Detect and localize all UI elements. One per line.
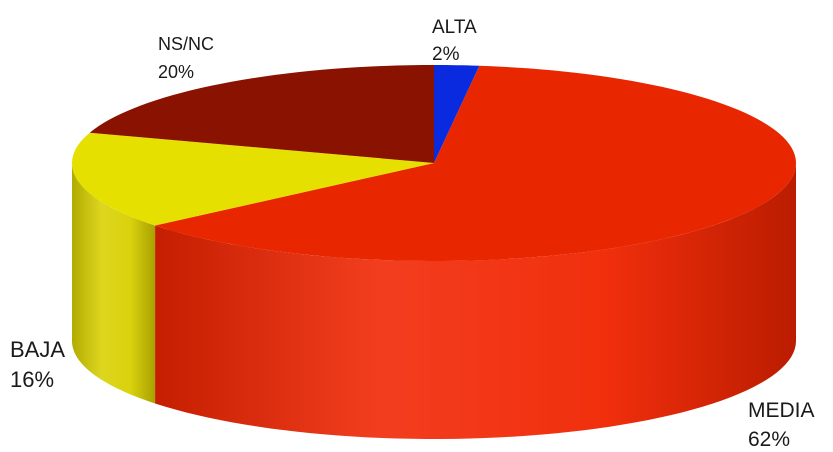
- pie-slice-alta: [434, 65, 480, 163]
- pie-side-media: [155, 163, 796, 439]
- label-alta-percent: 2%: [432, 44, 460, 65]
- label-ns-nc-category: NS/NC: [158, 34, 214, 54]
- label-baja-percent: 16%: [10, 367, 54, 392]
- label-media-percent: 62%: [748, 428, 790, 451]
- label-alta-category: ALTA: [432, 17, 477, 38]
- label-baja-category: BAJA: [10, 337, 65, 362]
- pie-side-walls: [72, 163, 796, 439]
- pie-side-baja: [72, 163, 156, 404]
- pie-slice-ns-nc: [89, 65, 434, 163]
- label-media-category: MEDIA: [748, 399, 815, 422]
- label-ns-nc-percent: 20%: [158, 62, 194, 82]
- pie-slice-media: [155, 65, 796, 262]
- pie-labels: ALTA 2% MEDIA 62% BAJA 16% NS/NC 20%: [10, 17, 815, 451]
- pie-top-faces: [72, 65, 796, 262]
- pie-slice-baja: [72, 132, 434, 226]
